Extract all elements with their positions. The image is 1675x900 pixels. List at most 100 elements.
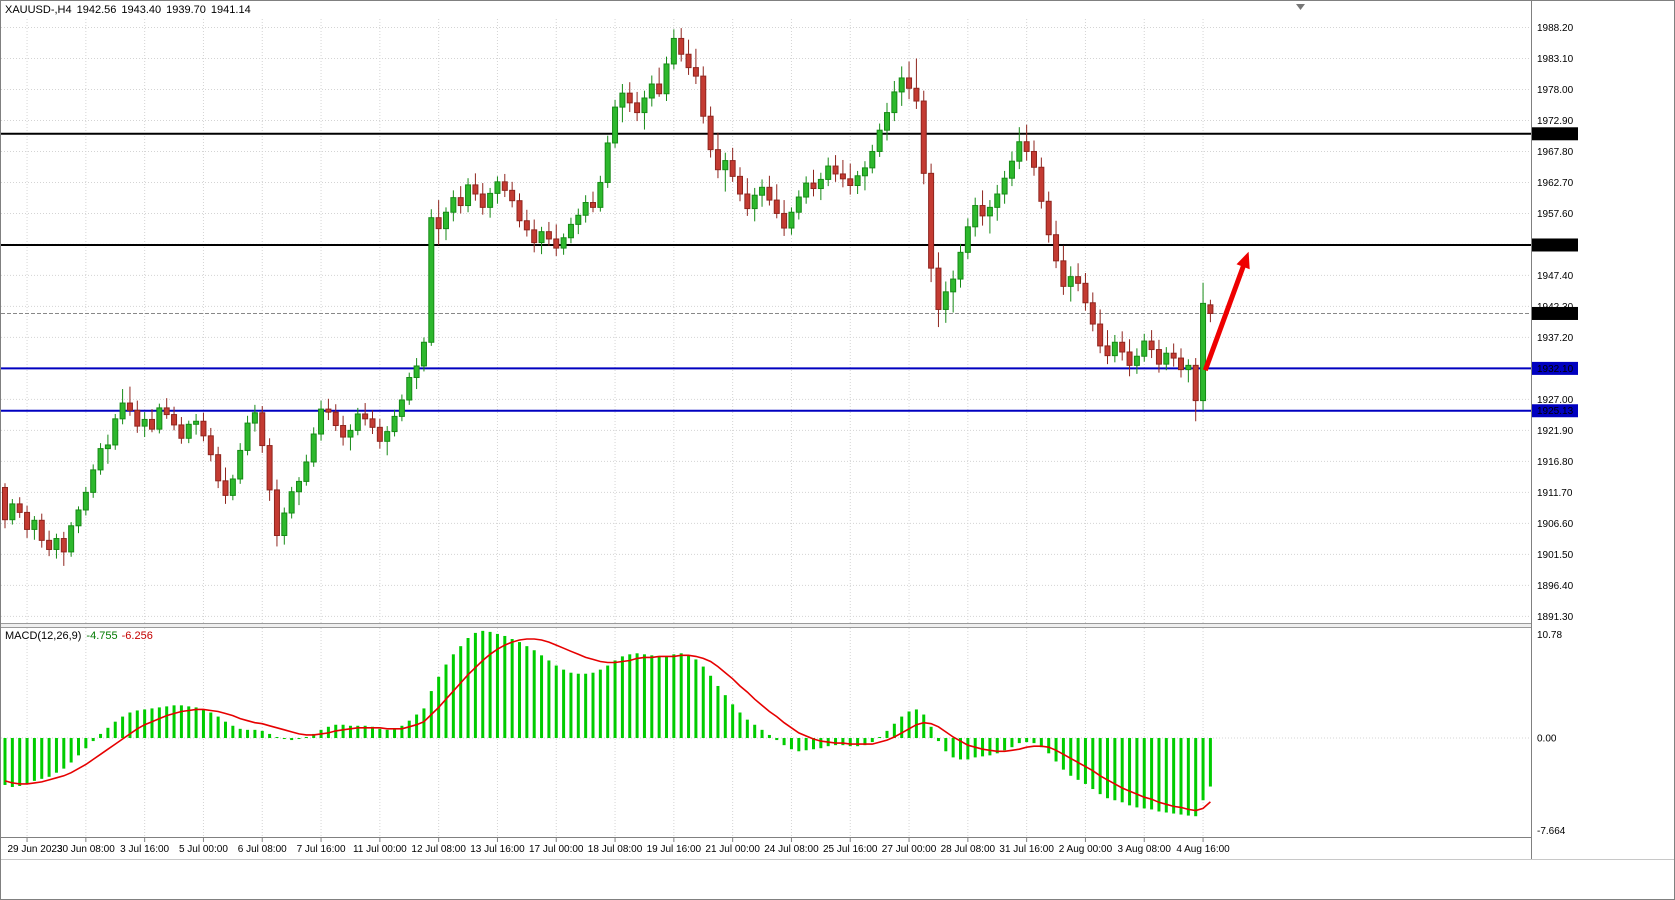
candle-body xyxy=(1097,323,1104,347)
candle-body xyxy=(538,231,545,244)
candle-body xyxy=(817,178,824,190)
macd-histogram-bar xyxy=(216,716,220,739)
candle-body xyxy=(590,202,596,208)
support-line-1925-badge-label: 1925.13 xyxy=(1537,406,1574,417)
candle-body xyxy=(1016,141,1023,162)
macd-histogram-bar xyxy=(231,725,235,739)
macd-histogram-bar xyxy=(988,738,992,756)
candle-body xyxy=(626,92,633,104)
candle-body xyxy=(1038,166,1045,202)
buy-arrow-annotation[interactable] xyxy=(1202,251,1250,372)
candle-body xyxy=(75,509,82,527)
macd-histogram-bar xyxy=(966,738,970,760)
macd-histogram-bar xyxy=(157,707,161,739)
panel-splitter[interactable] xyxy=(1,623,1675,628)
resistance-line-1952-badge-label: 1952.41 xyxy=(1537,240,1574,251)
price-scale[interactable]: 1988.20 1983.10 1978.00 1972.90 1967.80 1962.… xyxy=(1531,1,1675,859)
price-tick-label: 1962.70 xyxy=(1537,178,1574,189)
macd-histogram-bar xyxy=(914,709,918,739)
candle-body xyxy=(950,278,957,293)
macd-signal-line xyxy=(4,638,1211,812)
candle-body xyxy=(567,223,574,239)
candle-body xyxy=(1126,351,1133,366)
time-label: 5 Jul 00:00 xyxy=(179,844,228,855)
candle-body xyxy=(428,217,435,343)
price-scale-background[interactable] xyxy=(1531,1,1675,859)
candle-body xyxy=(119,402,126,420)
macd-histogram-bar xyxy=(525,646,529,739)
macd-histogram-bar xyxy=(297,738,301,740)
macd-histogram-bar xyxy=(415,714,419,739)
candle-body xyxy=(222,480,229,496)
price-tick-label: 1967.80 xyxy=(1537,147,1574,158)
macd-histogram-bar xyxy=(665,656,668,739)
candle-body xyxy=(178,424,185,439)
macd-histogram-bar xyxy=(466,638,470,739)
symbol-timeframe: XAUUSD-,H4 xyxy=(5,4,72,16)
macd-histogram-bar xyxy=(731,704,735,739)
ohlc-low: 1939.70 xyxy=(166,4,206,16)
macd-histogram-bar xyxy=(135,710,139,739)
macd-histogram-bar xyxy=(687,655,691,739)
candle-body xyxy=(597,181,604,208)
candle-body xyxy=(281,512,288,536)
macd-panel[interactable] xyxy=(3,630,1212,817)
candle-body xyxy=(876,129,883,152)
time-label: 6 Jul 08:00 xyxy=(238,844,287,855)
macd-histogram-bar xyxy=(451,654,455,739)
time-label: 17 Jul 00:00 xyxy=(529,844,584,855)
macd-histogram-bar xyxy=(378,728,382,739)
candle-body xyxy=(678,37,685,55)
macd-histogram-bar xyxy=(620,656,624,739)
macd-histogram-bar xyxy=(10,738,14,787)
macd-histogram-bar xyxy=(32,738,36,781)
candle-body xyxy=(1104,345,1111,357)
macd-histogram-bar xyxy=(745,719,749,739)
macd-name: MACD(12,26,9) xyxy=(5,630,82,642)
candle-body xyxy=(1045,200,1052,236)
time-label: 31 Jul 16:00 xyxy=(999,844,1054,855)
macd-histogram-bar xyxy=(1179,738,1183,815)
candle-body xyxy=(1031,150,1037,168)
candle-body xyxy=(781,212,788,229)
macd-histogram-bar xyxy=(1142,738,1146,809)
macd-histogram-bar xyxy=(944,738,948,752)
price-tick-label: 1957.60 xyxy=(1537,209,1574,220)
candle-body xyxy=(9,503,16,521)
candle-body xyxy=(516,200,523,222)
macd-histogram-bar xyxy=(628,654,632,739)
macd-histogram-bar xyxy=(54,738,58,773)
candle-body xyxy=(1008,160,1015,179)
price-levels[interactable] xyxy=(1,132,1531,412)
chart-shift-marker[interactable] xyxy=(1296,4,1305,10)
resistance-line-1970-badge xyxy=(1532,127,1578,141)
candle-body xyxy=(465,184,472,207)
candle-body xyxy=(479,193,486,208)
candlestick-series[interactable] xyxy=(2,28,1214,566)
macd-histogram-bar xyxy=(562,669,566,739)
candle-body xyxy=(156,407,163,430)
macd-histogram-bar xyxy=(113,721,117,739)
macd-histogram-bar xyxy=(540,655,544,739)
macd-histogram-bar xyxy=(1135,738,1139,808)
candle-body xyxy=(707,115,714,151)
candle-body xyxy=(171,414,178,426)
candle-body xyxy=(376,426,383,442)
candle-body xyxy=(1200,302,1207,402)
price-tick-label: 1906.60 xyxy=(1537,519,1574,530)
macd-histogram-bar xyxy=(591,672,595,739)
candle-body xyxy=(38,519,45,541)
time-label: 29 Jun 2023 xyxy=(7,844,62,855)
candle-body xyxy=(744,193,751,210)
macd-histogram-bar xyxy=(576,673,580,739)
macd-histogram-bar xyxy=(400,725,404,739)
candle-body xyxy=(648,83,655,99)
macd-histogram-bar xyxy=(128,712,132,739)
candle-body xyxy=(773,199,780,214)
macd-histogram-bar xyxy=(900,716,904,739)
resistance-line-1970-badge-label: 1970.71 xyxy=(1537,129,1574,140)
macd-histogram-bar xyxy=(723,695,727,739)
macd-histogram-bar xyxy=(584,673,588,739)
